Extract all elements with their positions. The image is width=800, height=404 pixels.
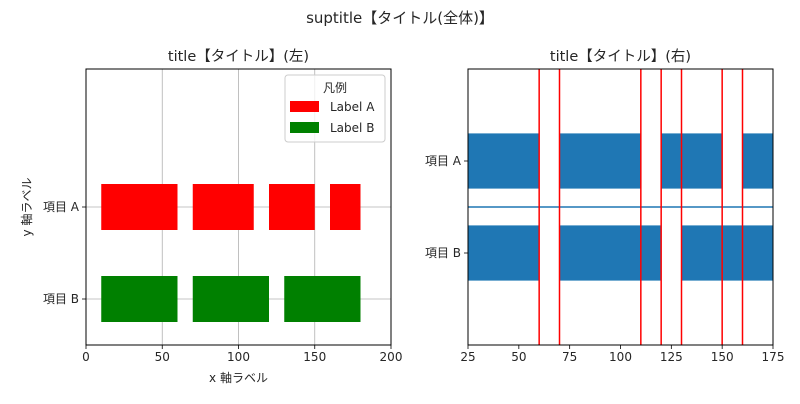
bar-label-b-3 [284,276,361,322]
chart-left: title【タイトル】(左) 0 50 100 150 200 項目 A 項目 B x 軸… [20,48,402,385]
chart-right: title【タイトル】(右) 25 50 75 100 125 150 175 項目 A項目… [425,48,785,364]
bar-label-b-2 [192,276,269,322]
chart-left-y-ticks: 項目 A 項目 B [43,200,86,306]
x-tick-label-75: 75 [562,350,577,364]
legend-swatch-label-a [290,101,319,112]
chart-left-x-axis-label: x 軸ラベル [209,371,268,385]
y-tick-label-b: 項目 B [425,246,461,260]
bar-row-1-1 [468,133,540,189]
chart-left-title: title【タイトル】(左) [168,48,309,65]
chart-left-y-axis-label: y 軸ラベル [20,178,34,237]
bar-label-a-3 [269,184,315,230]
y-tick-label-a: 項目 A [43,200,80,214]
bar-label-a-1 [101,184,178,230]
bar-row-2-2 [559,225,662,281]
chart-right-title: title【タイトル】(右) [550,48,691,65]
legend-label-a: Label A [330,100,375,114]
x-tick-label-50: 50 [155,350,170,364]
x-tick-label-50: 50 [511,350,526,364]
bar-row-1-4 [742,133,773,189]
legend-label-b: Label B [330,121,374,135]
bar-label-b-1 [101,276,178,322]
x-tick-label-100: 100 [609,350,632,364]
chart-left-bars [101,184,361,322]
y-tick-label-b: 項目 B [43,292,79,306]
bar-row-2-1 [468,225,540,281]
legend-title: 凡例 [323,81,347,95]
bar-row-1-3 [661,133,723,189]
chart-right-bars [468,133,773,281]
x-tick-label-125: 125 [660,350,683,364]
x-tick-label-150: 150 [711,350,734,364]
x-tick-label-200: 200 [380,350,403,364]
chart-right-x-ticks: 25 50 75 100 125 150 175 [460,345,784,364]
x-tick-label-0: 0 [82,350,90,364]
x-tick-label-25: 25 [460,350,475,364]
bar-row-2-3 [681,225,773,281]
bar-label-a-4 [330,184,361,230]
bar-row-1-2 [559,133,641,189]
bar-label-a-2 [192,184,254,230]
x-tick-label-150: 150 [303,350,326,364]
figure-suptitle: suptitle【タイトル(全体)】 [306,9,494,27]
y-tick-label-a: 項目 A [425,154,462,168]
chart-right-reference-lines [468,69,773,345]
chart-left-x-ticks: 0 50 100 150 200 [82,345,402,364]
chart-right-y-ticks: 項目 A 項目 B [425,154,468,260]
chart-left-legend: 凡例 Label A Label B [284,74,386,143]
x-tick-label-100: 100 [227,350,250,364]
legend-swatch-label-b [290,122,319,133]
x-tick-label-175: 175 [762,350,785,364]
